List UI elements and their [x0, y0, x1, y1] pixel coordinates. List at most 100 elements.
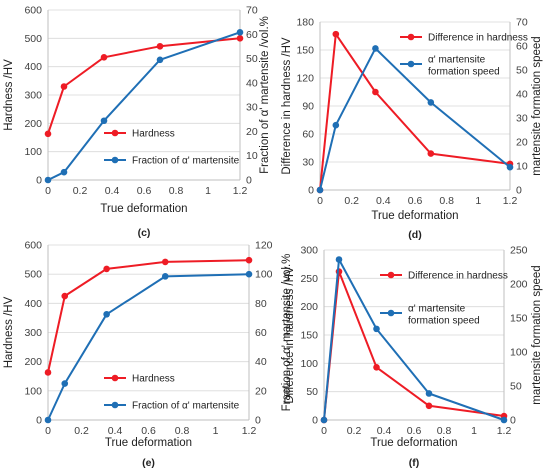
panel-label: (e)	[142, 457, 155, 469]
y-tick-label: 100	[24, 385, 42, 397]
y2-tick-label: 10	[246, 150, 258, 162]
x-tick-label: 0.2	[74, 425, 89, 437]
y2-tick-label: 20	[246, 126, 258, 138]
data-point-hardness	[60, 83, 68, 90]
chart-panel-3: 0 50 100 150 200 250 300 0 50 100 150 200 250 0 0.2 0.4…	[284, 245, 543, 470]
x-axis-title: True deformation	[100, 203, 187, 215]
data-point-hardness	[161, 258, 169, 266]
data-point-hardness	[44, 369, 52, 376]
legend-swatch-marker	[111, 156, 119, 164]
y-tick-label: 600	[24, 5, 42, 17]
data-point-martensite	[506, 163, 514, 171]
data-point-hardness	[44, 130, 52, 138]
data-point-hardness	[427, 150, 435, 157]
data-point-martensite	[44, 176, 52, 184]
y-tick-label: 0	[36, 175, 42, 187]
y-tick-label: 50	[306, 386, 318, 398]
data-point-martensite	[44, 416, 52, 424]
y2-tick-label: 0	[246, 175, 252, 187]
x-tick-label: 0	[317, 195, 323, 207]
data-point-martensite	[425, 390, 433, 397]
x-tick-label: 0.8	[169, 185, 184, 197]
series-line-hardness	[323, 270, 505, 421]
y-tick-label: 0	[308, 185, 314, 197]
y-tick-label: 200	[300, 301, 318, 313]
y2-tick-label: 0	[510, 415, 516, 427]
panel-label: (f)	[409, 457, 420, 469]
x-tick-label: 1.2	[503, 195, 518, 207]
y2-tick-label: 80	[255, 298, 267, 310]
y2-tick-label: 40	[516, 89, 528, 101]
x-tick-label: 0.6	[137, 185, 152, 197]
data-point-hardness	[236, 35, 244, 42]
y2-tick-label: 50	[246, 53, 258, 65]
y-tick-label: 0	[36, 415, 42, 427]
series-line-hardness	[47, 37, 241, 135]
y2-tick-label: 250	[510, 245, 528, 257]
y-tick-label: 600	[24, 240, 42, 252]
y-tick-label: 90	[302, 101, 314, 113]
legend-swatch-marker	[407, 33, 415, 41]
x-tick-label: 1.2	[233, 185, 248, 197]
legend-label: Fraction of α' martensite	[132, 156, 240, 167]
x-tick-label: 0.2	[347, 425, 362, 437]
legend-swatch-marker	[387, 271, 395, 279]
y-tick-label: 300	[24, 90, 42, 102]
y2-tick-label: 60	[516, 41, 528, 53]
data-point-martensite	[320, 416, 328, 424]
y2-tick-label: 0	[255, 415, 261, 427]
x-tick-label: 1	[471, 425, 477, 437]
chart-panel-1: 0 30 60 90 120 150 180 0 10 20 30 40 50 60 70 0 0.2 0.4 0.…	[281, 17, 543, 242]
y2-axis-title: Fraction of α' martensite /vol.%	[281, 254, 293, 412]
y2-axis-title: martensite formation speed	[531, 265, 543, 404]
y2-tick-label: 70	[246, 5, 258, 17]
y-axis-title: Hardness /HV	[3, 296, 15, 368]
data-point-hardness	[245, 256, 253, 264]
y-tick-label: 250	[300, 273, 318, 285]
x-axis-title: True deformation	[370, 437, 457, 449]
y2-tick-label: 70	[516, 17, 528, 29]
y2-tick-label: 50	[516, 65, 528, 77]
y-tick-label: 400	[24, 61, 42, 73]
x-tick-label: 0.4	[377, 425, 392, 437]
y-tick-label: 400	[24, 298, 42, 310]
legend-label: Hardness	[132, 129, 175, 140]
x-tick-label: 0.8	[437, 425, 452, 437]
data-point-martensite	[500, 416, 508, 424]
y-tick-label: 100	[24, 146, 42, 158]
data-point-martensite	[335, 256, 343, 263]
chart-panel-2: 0 100 200 300 400 500 600 0 20 40 60 80 100 120 0 0.2 0.…	[3, 240, 293, 470]
data-point-hardness	[372, 88, 379, 96]
x-tick-label: 0	[45, 425, 51, 437]
x-tick-label: 0.6	[408, 195, 423, 207]
chart-panel-0: 0 100 200 300 400 500 600 0 10 20 30 40 50 60 70 0 0.2 0.…	[3, 5, 271, 240]
x-tick-label: 1.2	[242, 425, 257, 437]
y-tick-label: 500	[24, 269, 42, 281]
data-point-martensite	[60, 168, 68, 176]
x-tick-label: 1	[205, 185, 211, 197]
x-tick-label: 0.4	[108, 425, 123, 437]
y2-tick-label: 0	[516, 185, 522, 197]
data-point-martensite	[332, 121, 340, 129]
y2-tick-label: 150	[510, 313, 528, 325]
y-tick-label: 60	[302, 129, 314, 141]
y2-tick-label: 30	[246, 102, 258, 114]
x-tick-label: 1	[213, 425, 219, 437]
y2-tick-label: 40	[255, 356, 267, 368]
y-tick-label: 150	[296, 45, 314, 57]
data-point-martensite	[161, 273, 169, 280]
x-tick-label: 0	[321, 425, 327, 437]
legend-swatch-marker	[111, 374, 119, 382]
y2-tick-label: 20	[516, 137, 528, 149]
legend-label: Hardness	[132, 374, 175, 385]
data-point-hardness	[61, 292, 69, 300]
y2-axis-title: Fraction of α' martensite /vol.%	[259, 16, 271, 174]
y2-tick-label: 60	[246, 29, 258, 41]
y2-tick-label: 50	[510, 381, 522, 393]
data-point-martensite	[372, 45, 379, 52]
x-tick-label: 0.4	[376, 195, 391, 207]
legend-swatch-marker	[387, 309, 395, 317]
data-point-hardness	[373, 364, 380, 371]
x-tick-label: 0.6	[407, 425, 422, 437]
